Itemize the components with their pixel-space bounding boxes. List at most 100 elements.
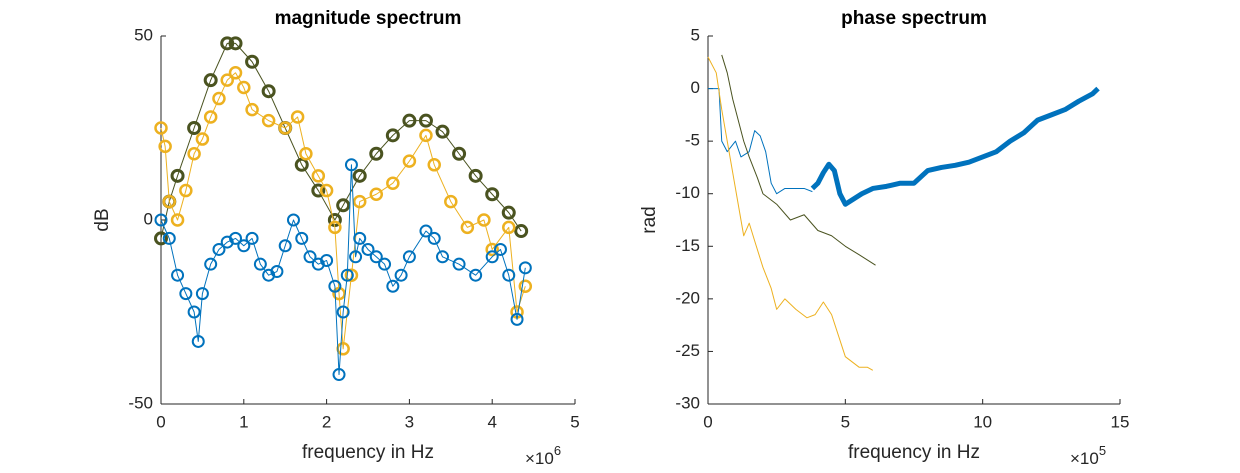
marker bbox=[228, 66, 243, 80]
series-line bbox=[707, 56, 874, 371]
marker bbox=[237, 239, 251, 253]
marker bbox=[179, 183, 193, 198]
marker bbox=[427, 158, 441, 172]
marker bbox=[195, 132, 210, 146]
marker bbox=[385, 128, 400, 143]
marker bbox=[518, 279, 533, 293]
marker bbox=[154, 231, 168, 246]
marker bbox=[419, 128, 433, 143]
marker bbox=[245, 102, 259, 117]
marker bbox=[237, 80, 251, 95]
marker bbox=[502, 220, 516, 235]
marker bbox=[229, 231, 243, 245]
marker bbox=[369, 250, 383, 264]
marker bbox=[162, 231, 176, 245]
marker bbox=[369, 146, 384, 161]
marker bbox=[514, 224, 529, 239]
y-tick-label: 50 bbox=[134, 25, 153, 44]
y-tick-label: -10 bbox=[675, 183, 700, 202]
marker bbox=[493, 242, 507, 256]
x-tick-label: 5 bbox=[570, 412, 579, 431]
marker bbox=[353, 231, 367, 245]
marker bbox=[303, 250, 317, 264]
marker bbox=[444, 194, 458, 209]
x-axis-label: frequency in Hz bbox=[302, 442, 434, 463]
marker bbox=[328, 279, 342, 293]
marker bbox=[220, 36, 235, 51]
multiplier-exponent: 6 bbox=[554, 443, 561, 458]
marker bbox=[502, 268, 516, 282]
marker bbox=[261, 113, 276, 128]
marker bbox=[270, 265, 284, 279]
axes: magnitude spectrum frequency in Hz dB ×106 0… bbox=[92, 8, 580, 468]
marker bbox=[477, 213, 491, 227]
marker bbox=[501, 205, 516, 220]
marker bbox=[253, 257, 267, 271]
marker bbox=[162, 194, 177, 209]
marker bbox=[352, 194, 367, 209]
y-tick-label: 5 bbox=[691, 25, 700, 44]
marker bbox=[361, 242, 375, 256]
marker bbox=[336, 305, 350, 319]
marker bbox=[170, 213, 185, 227]
marker bbox=[158, 139, 172, 154]
marker bbox=[290, 110, 305, 124]
marker bbox=[320, 253, 334, 267]
marker bbox=[154, 213, 168, 227]
x-axis-label: frequency in Hz bbox=[848, 442, 980, 463]
multiplier-base: ×10 bbox=[525, 449, 554, 468]
marker bbox=[468, 168, 483, 183]
x-tick-label: 0 bbox=[703, 412, 712, 431]
marker bbox=[352, 168, 367, 183]
marker bbox=[518, 261, 532, 275]
y-axis-label: rad bbox=[639, 206, 660, 233]
x-tick-label: 0 bbox=[156, 412, 165, 431]
marker bbox=[212, 91, 226, 106]
marker bbox=[418, 113, 433, 128]
x-tick-label: 4 bbox=[487, 412, 496, 431]
x-multiplier: ×105 bbox=[1070, 443, 1106, 468]
marker bbox=[485, 187, 500, 202]
marker bbox=[427, 231, 441, 245]
y-tick-label: -25 bbox=[675, 341, 700, 360]
marker bbox=[336, 198, 351, 213]
y-tick-label: 0 bbox=[691, 78, 700, 97]
y-axis-label: dB bbox=[92, 208, 113, 231]
marker bbox=[311, 169, 326, 183]
marker bbox=[328, 220, 342, 235]
marker bbox=[311, 183, 326, 198]
marker bbox=[344, 158, 358, 172]
marker bbox=[212, 242, 226, 256]
marker bbox=[452, 146, 467, 161]
marker bbox=[386, 176, 400, 190]
x-tick-label: 15 bbox=[1111, 412, 1130, 431]
marker bbox=[295, 231, 309, 245]
marker bbox=[278, 121, 292, 135]
marker bbox=[204, 257, 218, 271]
marker bbox=[332, 368, 346, 382]
marker bbox=[191, 334, 205, 348]
marker bbox=[319, 183, 334, 198]
series-line bbox=[708, 88, 813, 195]
marker bbox=[419, 224, 433, 238]
marker bbox=[187, 305, 201, 319]
series-line bbox=[160, 42, 522, 239]
y-tick-label: -50 bbox=[128, 393, 153, 412]
marker bbox=[179, 287, 193, 301]
marker bbox=[220, 73, 234, 87]
marker bbox=[369, 187, 384, 201]
y-tick-label: 0 bbox=[144, 209, 153, 228]
marker bbox=[485, 250, 499, 264]
y-tick-label: -15 bbox=[675, 236, 700, 255]
chart-title: phase spectrum bbox=[841, 8, 987, 29]
series-line bbox=[810, 86, 1100, 207]
x-multiplier: ×106 bbox=[525, 443, 561, 468]
marker bbox=[378, 257, 392, 271]
marker bbox=[203, 110, 218, 124]
marker bbox=[349, 250, 363, 264]
marker bbox=[286, 213, 300, 227]
marker bbox=[299, 147, 313, 161]
series-line bbox=[721, 54, 876, 266]
